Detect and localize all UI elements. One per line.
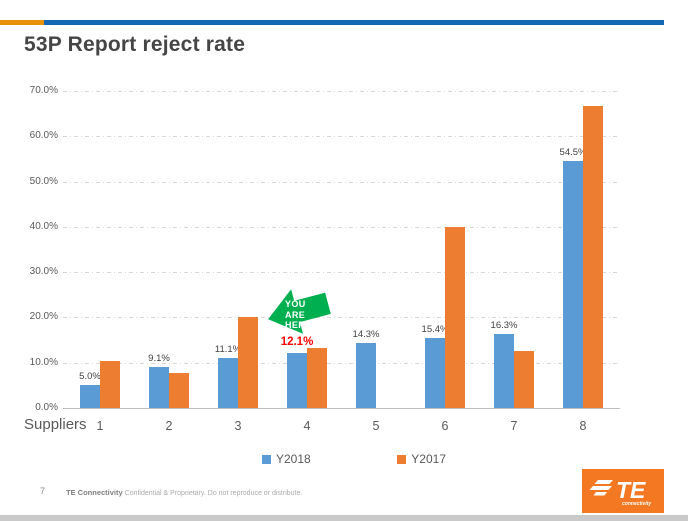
gridline-20.0% xyxy=(63,317,620,319)
bar-y2018-supplier-2 xyxy=(149,366,169,408)
bar-y2018-supplier-3 xyxy=(218,357,238,408)
gridline-60.0% xyxy=(63,136,620,138)
you-are-here-label: YOU ARE HERE. xyxy=(285,299,335,331)
annotation-line: ARE xyxy=(285,309,306,320)
x-axis-label-supplier-8: 8 xyxy=(579,419,587,433)
bar-y2017-supplier-3 xyxy=(238,317,258,408)
bar-y2018-supplier-8 xyxy=(563,161,583,408)
legend-swatch-y2018 xyxy=(262,454,271,464)
te-connectivity-logo: TE connectivity xyxy=(582,469,664,513)
slide-page-number: 7 xyxy=(40,486,46,496)
x-axis-label-supplier-2: 2 xyxy=(165,419,173,433)
gridline-40.0% xyxy=(63,226,620,228)
y-axis-tick-label: 40.0% xyxy=(29,220,58,232)
you-are-here-arrow-icon xyxy=(268,289,331,334)
legend-swatch-y2017 xyxy=(397,454,407,464)
data-label-supplier-7: 16.3% xyxy=(490,320,518,332)
y-axis-tick-label: 70.0% xyxy=(29,85,58,96)
gridline-30.0% xyxy=(63,272,620,274)
bar-y2017-supplier-7 xyxy=(514,351,534,408)
x-axis-title: Suppliers xyxy=(24,416,87,433)
x-axis-label-supplier-1: 1 xyxy=(96,419,104,433)
legend-label: Y2018 xyxy=(276,452,311,466)
x-axis-line xyxy=(63,408,620,409)
gridline-10.0% xyxy=(63,362,620,364)
header-accent-orange xyxy=(0,20,44,25)
footer-disclaimer: TE Connectivity Confidential & Proprieta… xyxy=(66,488,302,497)
data-label-supplier-1: 5.0% xyxy=(79,371,101,383)
y-axis-tick-label: 10.0% xyxy=(29,356,58,368)
y-axis-tick-label: 50.0% xyxy=(29,175,58,187)
bottom-border-bar xyxy=(0,515,688,521)
bar-y2018-supplier-1 xyxy=(80,385,100,408)
x-axis-label-supplier-7: 7 xyxy=(510,419,518,433)
annotation-line: YOU xyxy=(285,299,306,309)
data-label-supplier-8: 54.5% xyxy=(559,147,587,159)
footer-brand: TE Connectivity xyxy=(66,488,123,497)
x-axis-label-supplier-5: 5 xyxy=(372,419,380,433)
data-label-supplier-3: 11.1% xyxy=(214,343,242,355)
annotation-line: HERE. xyxy=(285,320,315,330)
chart-legend: Y2018 Y2017 xyxy=(262,452,446,466)
y-axis-tick-label: 0.0% xyxy=(35,402,58,413)
bar-y2017-supplier-1 xyxy=(100,360,120,408)
bar-y2017-supplier-6 xyxy=(445,226,465,408)
legend-item-y2017: Y2017 xyxy=(397,452,446,466)
bar-y2018-supplier-6 xyxy=(425,338,445,408)
gridline-70.0% xyxy=(63,91,620,92)
data-label-supplier-2: 9.1% xyxy=(148,352,170,364)
y-axis-tick-label: 30.0% xyxy=(29,266,58,278)
x-axis-label-supplier-3: 3 xyxy=(234,419,242,433)
bar-y2018-supplier-7 xyxy=(494,334,514,408)
y-axis-tick-label: 60.0% xyxy=(29,130,58,142)
bar-y2017-supplier-8 xyxy=(583,105,603,408)
bar-y2017-supplier-2 xyxy=(169,373,189,408)
svg-text:connectivity: connectivity xyxy=(622,501,651,507)
y-axis-tick-label: 20.0% xyxy=(29,311,58,323)
footer-text: Confidential & Proprietary. Do not repro… xyxy=(124,490,303,497)
bar-y2018-supplier-4 xyxy=(287,353,307,408)
header-accent-blue xyxy=(44,20,664,25)
x-axis-label-supplier-4: 4 xyxy=(303,419,311,433)
data-label-supplier-6: 15.4% xyxy=(421,324,449,336)
data-label-supplier-4: 12.1% xyxy=(280,336,314,349)
bar-y2018-supplier-5 xyxy=(356,343,376,408)
legend-item-y2018: Y2018 xyxy=(262,452,311,466)
gridline-50.0% xyxy=(63,181,620,183)
page-title: 53P Report reject rate xyxy=(24,33,246,56)
x-axis-label-supplier-6: 6 xyxy=(441,419,449,433)
data-label-supplier-5: 14.3% xyxy=(352,329,380,341)
bar-y2017-supplier-4 xyxy=(307,347,327,408)
legend-label: Y2017 xyxy=(411,452,446,466)
svg-text:TE: TE xyxy=(616,477,646,503)
